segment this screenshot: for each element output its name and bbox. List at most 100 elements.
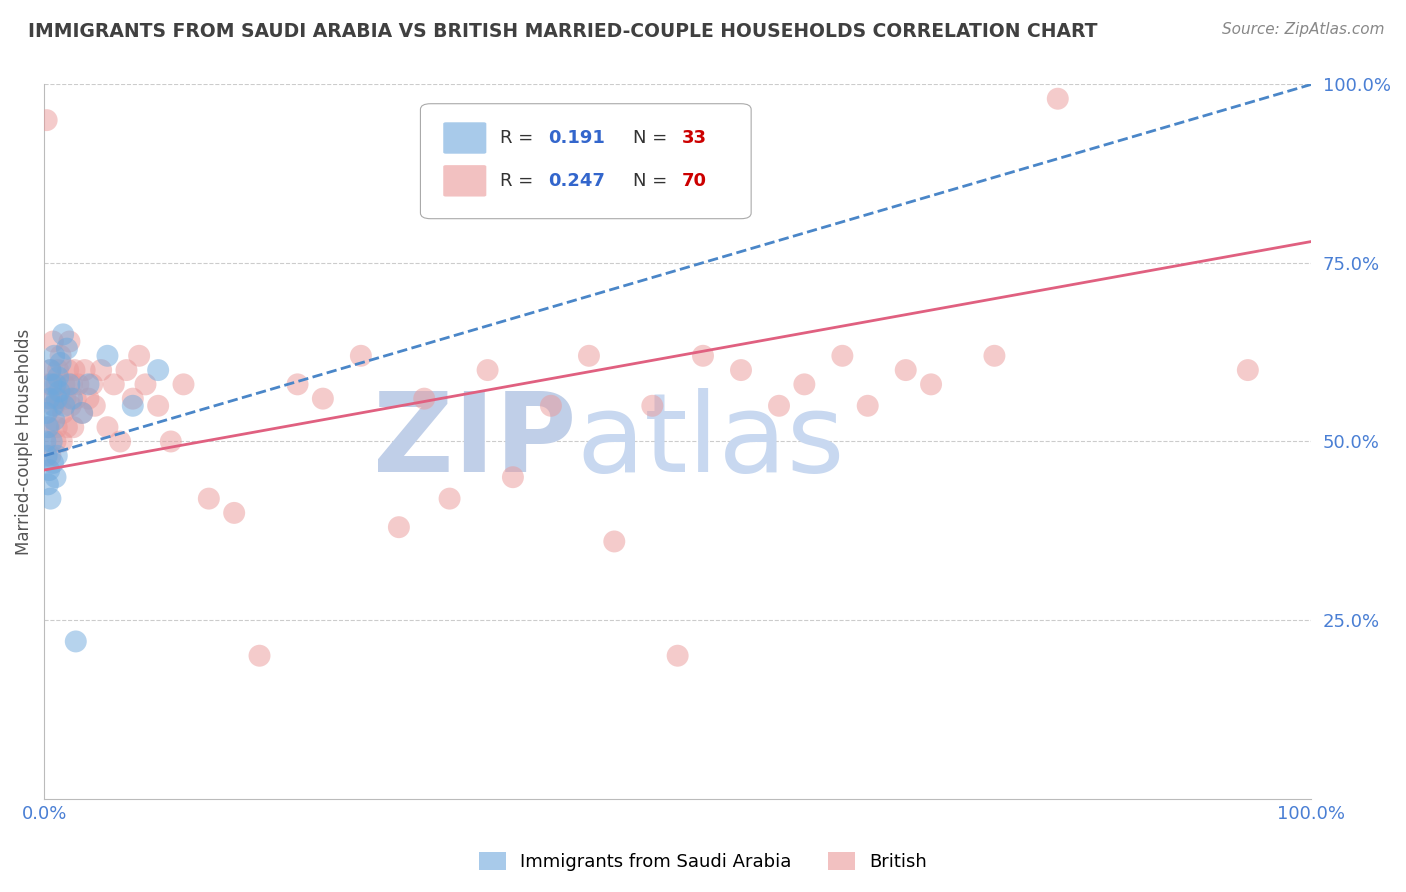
Point: [146, 363, 169, 377]
Point: [692, 349, 714, 363]
FancyBboxPatch shape: [420, 103, 751, 219]
FancyBboxPatch shape: [443, 122, 486, 153]
Point: [128, 349, 150, 363]
Point: [65, 392, 87, 406]
Point: [70, 406, 93, 420]
Point: [96, 420, 118, 434]
Point: [44, 349, 66, 363]
Point: [121, 392, 143, 406]
Point: [38, 420, 60, 434]
Point: [52, 406, 75, 420]
Point: [96, 349, 118, 363]
Point: [38, 392, 60, 406]
Point: [39, 363, 62, 377]
Point: [53, 399, 76, 413]
Point: [44, 377, 66, 392]
Text: N =: N =: [633, 129, 673, 147]
Point: [41, 434, 63, 449]
Point: [477, 363, 499, 377]
Point: [983, 349, 1005, 363]
FancyBboxPatch shape: [443, 165, 486, 196]
Point: [34, 434, 56, 449]
Point: [413, 392, 436, 406]
Text: Source: ZipAtlas.com: Source: ZipAtlas.com: [1222, 22, 1385, 37]
Point: [70, 406, 93, 420]
Point: [287, 377, 309, 392]
Point: [37, 477, 59, 491]
Text: 0.191: 0.191: [548, 129, 606, 147]
Point: [73, 363, 96, 377]
Point: [56, 363, 79, 377]
Text: 0.247: 0.247: [548, 172, 606, 190]
Point: [1237, 363, 1260, 377]
Point: [831, 349, 853, 363]
Point: [58, 377, 80, 392]
Point: [224, 506, 246, 520]
Text: 33: 33: [682, 129, 706, 147]
Point: [146, 399, 169, 413]
Point: [121, 399, 143, 413]
Point: [63, 363, 86, 377]
Point: [44, 470, 66, 484]
Point: [44, 413, 66, 427]
Text: N =: N =: [633, 172, 673, 190]
Point: [52, 327, 75, 342]
Point: [115, 363, 138, 377]
Point: [134, 377, 156, 392]
Point: [388, 520, 411, 534]
Point: [603, 534, 626, 549]
Point: [42, 399, 65, 413]
Point: [41, 377, 63, 392]
Text: IMMIGRANTS FROM SAUDI ARABIA VS BRITISH MARRIED-COUPLE HOUSEHOLDS CORRELATION CH: IMMIGRANTS FROM SAUDI ARABIA VS BRITISH …: [28, 22, 1098, 41]
Y-axis label: Married-couple Households: Married-couple Households: [15, 328, 32, 555]
Text: R =: R =: [501, 129, 540, 147]
Point: [46, 370, 69, 384]
Point: [55, 392, 77, 406]
Text: R =: R =: [501, 172, 540, 190]
Point: [82, 377, 104, 392]
Point: [90, 363, 112, 377]
Point: [768, 399, 790, 413]
Point: [56, 420, 79, 434]
Point: [439, 491, 461, 506]
Point: [60, 392, 83, 406]
Point: [45, 420, 67, 434]
Point: [37, 377, 59, 392]
Point: [198, 491, 221, 506]
Point: [793, 377, 815, 392]
Point: [59, 399, 82, 413]
Point: [83, 399, 105, 413]
Point: [77, 392, 100, 406]
Point: [58, 334, 80, 349]
Point: [540, 399, 562, 413]
Point: [920, 377, 942, 392]
Point: [48, 384, 70, 399]
Point: [103, 377, 125, 392]
Point: [42, 334, 65, 349]
Point: [45, 449, 67, 463]
Point: [35, 449, 58, 463]
Point: [108, 434, 131, 449]
Point: [44, 399, 66, 413]
Point: [46, 363, 69, 377]
Point: [249, 648, 271, 663]
Point: [173, 377, 195, 392]
Point: [41, 392, 63, 406]
Point: [67, 377, 90, 392]
Point: [894, 363, 917, 377]
Point: [730, 363, 752, 377]
Point: [77, 377, 100, 392]
Point: [65, 634, 87, 648]
Point: [159, 434, 181, 449]
Point: [35, 406, 58, 420]
Point: [35, 113, 58, 128]
Point: [312, 392, 335, 406]
Point: [39, 363, 62, 377]
Point: [578, 349, 600, 363]
Point: [502, 470, 524, 484]
Point: [1046, 92, 1069, 106]
Point: [45, 392, 67, 406]
Point: [49, 349, 72, 363]
Text: atlas: atlas: [576, 388, 845, 495]
Point: [45, 377, 67, 392]
